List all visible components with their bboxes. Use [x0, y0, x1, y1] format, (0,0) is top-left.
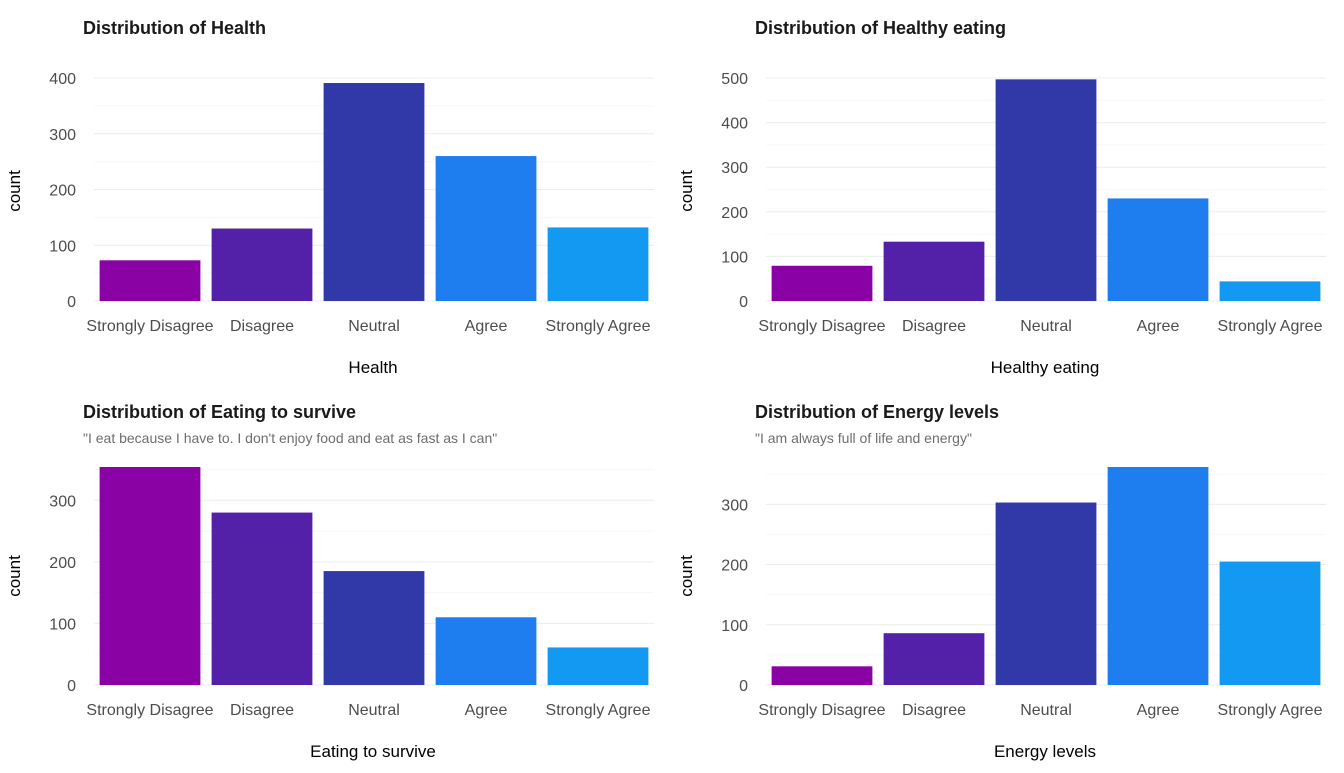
panel-subtitle: "I eat because I have to. I don't enjoy …: [83, 430, 497, 446]
bar: [99, 260, 201, 301]
y-tick-label: 300: [721, 497, 748, 514]
bar: [211, 228, 313, 301]
bar: [883, 241, 985, 301]
x-tick-label: Agree: [465, 318, 508, 335]
panel-energy-levels: Distribution of Energy levels "I am alwa…: [677, 402, 1326, 761]
bar: [771, 666, 873, 685]
panel-title: Distribution of Healthy eating: [755, 18, 1006, 38]
bar: [99, 467, 201, 685]
x-axis-label: Energy levels: [994, 742, 1096, 761]
bar: [1107, 467, 1209, 685]
x-tick-label: Neutral: [1020, 318, 1072, 335]
x-tick-label: Strongly Agree: [1218, 702, 1323, 719]
bar: [771, 265, 873, 301]
y-tick-label: 0: [739, 678, 748, 695]
panel-subtitle: "I am always full of life and energy": [755, 430, 972, 446]
y-axis-label: count: [5, 170, 24, 212]
x-tick-label: Strongly Agree: [1218, 318, 1323, 335]
y-axis-label: count: [5, 555, 24, 597]
bar: [211, 512, 313, 685]
bar: [435, 617, 537, 685]
bar: [995, 502, 1097, 685]
x-tick-label: Disagree: [230, 318, 294, 335]
y-tick-label: 400: [721, 116, 748, 133]
x-tick-label: Strongly Disagree: [758, 318, 885, 335]
y-tick-label: 0: [67, 294, 76, 311]
x-axis-label: Health: [348, 358, 397, 377]
y-tick-label: 100: [721, 249, 748, 266]
panel-health: Distribution of Health Health count 0 100…: [5, 18, 654, 377]
x-tick-label: Neutral: [348, 702, 400, 719]
y-tick-label: 200: [721, 205, 748, 222]
bar: [547, 647, 649, 685]
y-tick-label: 500: [721, 71, 748, 88]
x-tick-label: Agree: [465, 702, 508, 719]
panel-title: Distribution of Health: [83, 18, 266, 38]
x-tick-label: Strongly Disagree: [86, 702, 213, 719]
y-tick-label: 200: [721, 558, 748, 575]
bar: [547, 227, 649, 301]
panel-healthy-eating: Distribution of Healthy eating Healthy e…: [677, 18, 1326, 377]
y-tick-label: 100: [721, 618, 748, 635]
y-tick-label: 200: [49, 183, 76, 200]
bar: [1219, 561, 1321, 685]
x-tick-label: Disagree: [902, 318, 966, 335]
panel-title: Distribution of Eating to survive: [83, 402, 356, 422]
y-axis-label: count: [677, 555, 696, 597]
y-tick-label: 0: [739, 294, 748, 311]
x-tick-label: Strongly Agree: [546, 318, 651, 335]
x-tick-label: Strongly Agree: [546, 702, 651, 719]
bar: [883, 633, 985, 685]
x-tick-label: Strongly Disagree: [758, 702, 885, 719]
bar: [1107, 198, 1209, 301]
bar: [323, 83, 425, 301]
x-tick-label: Agree: [1137, 702, 1180, 719]
x-tick-label: Disagree: [230, 702, 294, 719]
y-tick-label: 300: [49, 493, 76, 510]
y-axis-label: count: [677, 170, 696, 212]
x-tick-label: Disagree: [902, 702, 966, 719]
bar: [1219, 281, 1321, 301]
panel-title: Distribution of Energy levels: [755, 402, 999, 422]
y-tick-label: 0: [67, 678, 76, 695]
bar: [323, 571, 425, 685]
y-tick-label: 400: [49, 71, 76, 88]
x-tick-label: Agree: [1137, 318, 1180, 335]
panel-eating-to-survive: Distribution of Eating to survive "I eat…: [5, 402, 654, 761]
y-tick-label: 300: [49, 127, 76, 144]
y-tick-label: 100: [49, 238, 76, 255]
x-axis-label: Eating to survive: [310, 742, 436, 761]
y-tick-label: 200: [49, 555, 76, 572]
x-tick-label: Neutral: [348, 318, 400, 335]
y-tick-label: 100: [49, 616, 76, 633]
x-axis-label: Healthy eating: [991, 358, 1100, 377]
x-tick-label: Strongly Disagree: [86, 318, 213, 335]
y-tick-label: 300: [721, 160, 748, 177]
bar: [995, 79, 1097, 301]
bar: [435, 156, 537, 301]
x-tick-label: Neutral: [1020, 702, 1072, 719]
